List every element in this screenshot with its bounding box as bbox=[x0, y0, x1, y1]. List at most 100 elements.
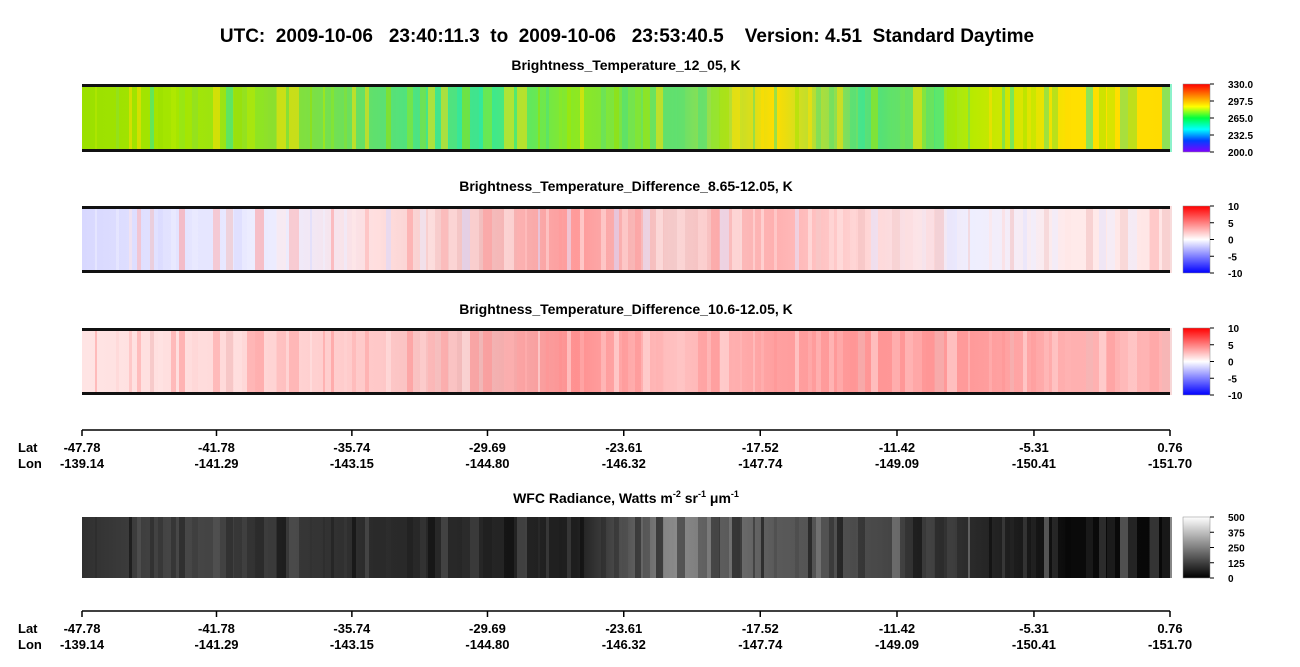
image-streak bbox=[331, 84, 334, 152]
image-streak bbox=[934, 206, 944, 273]
image-streak bbox=[226, 206, 233, 273]
image-streak bbox=[711, 328, 720, 395]
image-streak bbox=[1149, 206, 1159, 273]
swath-edge bbox=[82, 149, 1170, 152]
image-streak bbox=[1120, 517, 1128, 578]
image-streak bbox=[732, 328, 742, 395]
image-streak bbox=[635, 517, 641, 578]
image-streak bbox=[1128, 84, 1137, 152]
lat-tick-label: -23.61 bbox=[605, 621, 642, 636]
image-streak bbox=[213, 517, 220, 578]
image-streak bbox=[567, 206, 571, 273]
colorbar-tick-label: 0 bbox=[1228, 358, 1234, 369]
image-streak bbox=[761, 84, 764, 152]
image-streak bbox=[171, 517, 176, 578]
image-streak bbox=[677, 517, 685, 578]
image-streak bbox=[546, 517, 549, 578]
lon-tick-label: -141.29 bbox=[194, 456, 238, 471]
image-streak bbox=[95, 517, 97, 578]
image-streak bbox=[1065, 206, 1071, 273]
colorbar-tick-label: 500 bbox=[1228, 513, 1245, 524]
image-streak bbox=[656, 84, 663, 152]
image-streak bbox=[420, 84, 426, 152]
image-streak bbox=[892, 517, 900, 578]
image-streak bbox=[698, 328, 707, 395]
image-streak bbox=[1120, 328, 1128, 395]
image-streak bbox=[462, 328, 470, 395]
image-streak bbox=[116, 517, 119, 578]
image-streak bbox=[892, 328, 900, 395]
colorbar-tick-label: 200.0 bbox=[1228, 148, 1253, 159]
image-streak bbox=[441, 328, 448, 395]
image-streak bbox=[289, 328, 299, 395]
lon-tick-label: -147.74 bbox=[738, 637, 783, 652]
image-streak bbox=[331, 328, 334, 395]
image-streak bbox=[158, 206, 163, 273]
image-streak bbox=[614, 84, 619, 152]
image-streak bbox=[538, 328, 540, 395]
image-streak bbox=[352, 517, 356, 578]
lat-tick-label: -35.74 bbox=[333, 621, 371, 636]
image-streak bbox=[1120, 84, 1128, 152]
image-streak bbox=[1099, 206, 1106, 273]
axis-label: Lat bbox=[18, 440, 38, 455]
colorbar-tick-label: 265.0 bbox=[1228, 114, 1253, 125]
panel-title: WFC Radiance, Watts m-2 sr-1 μm-1 bbox=[513, 489, 739, 506]
image-streak bbox=[344, 328, 347, 395]
lat-tick-label: -29.69 bbox=[469, 621, 506, 636]
image-streak bbox=[656, 517, 663, 578]
image-streak bbox=[276, 328, 286, 395]
image-streak bbox=[428, 206, 435, 273]
image-streak bbox=[795, 328, 799, 395]
image-streak bbox=[761, 206, 764, 273]
colorbar-tick-label: 0 bbox=[1228, 236, 1234, 247]
image-streak bbox=[462, 517, 470, 578]
image-streak bbox=[926, 328, 935, 395]
image-streak bbox=[926, 517, 935, 578]
title-part: Brightness_Temperature_12_05, K bbox=[511, 57, 740, 73]
image-streak bbox=[255, 84, 264, 152]
image-streak bbox=[470, 84, 479, 152]
image-streak bbox=[1031, 328, 1036, 395]
image-streak bbox=[622, 328, 628, 395]
swath-edge bbox=[82, 270, 1170, 273]
lat-tick-label: -17.52 bbox=[742, 621, 779, 636]
lon-tick-label: -147.74 bbox=[738, 456, 783, 471]
image-streak bbox=[1010, 517, 1014, 578]
image-streak bbox=[1044, 328, 1049, 395]
image-streak bbox=[989, 328, 992, 395]
image-streak bbox=[171, 328, 176, 395]
lon-tick-label: -151.70 bbox=[1148, 637, 1192, 652]
image-streak bbox=[1086, 84, 1093, 152]
lat-tick-label: -41.78 bbox=[198, 440, 235, 455]
title-part: sr bbox=[681, 490, 699, 506]
image-streak bbox=[129, 84, 132, 152]
image-streak bbox=[129, 517, 132, 578]
image-streak bbox=[344, 84, 347, 152]
image-streak bbox=[711, 517, 720, 578]
colorbar-tick-label: 297.5 bbox=[1228, 97, 1253, 108]
image-streak bbox=[1044, 84, 1049, 152]
image-streak bbox=[407, 328, 413, 395]
image-streak bbox=[517, 328, 527, 395]
image-streak bbox=[449, 206, 457, 273]
image-streak bbox=[968, 206, 970, 273]
image-streak bbox=[373, 517, 378, 578]
image-streak bbox=[664, 517, 672, 578]
image-streak bbox=[989, 206, 992, 273]
image-streak bbox=[1120, 206, 1128, 273]
image-streak bbox=[622, 517, 628, 578]
image-streak bbox=[470, 206, 479, 273]
image-streak bbox=[373, 84, 378, 152]
image-streak bbox=[289, 206, 299, 273]
image-streak bbox=[753, 206, 755, 273]
image-streak bbox=[1141, 517, 1150, 578]
image-streak bbox=[808, 84, 812, 152]
image-streak bbox=[247, 206, 255, 273]
image-streak bbox=[601, 84, 606, 152]
image-streak bbox=[1023, 328, 1027, 395]
image-streak bbox=[1010, 206, 1014, 273]
colorbar-tick-label: 0 bbox=[1228, 574, 1234, 585]
image-streak bbox=[420, 206, 426, 273]
image-streak bbox=[407, 84, 413, 152]
